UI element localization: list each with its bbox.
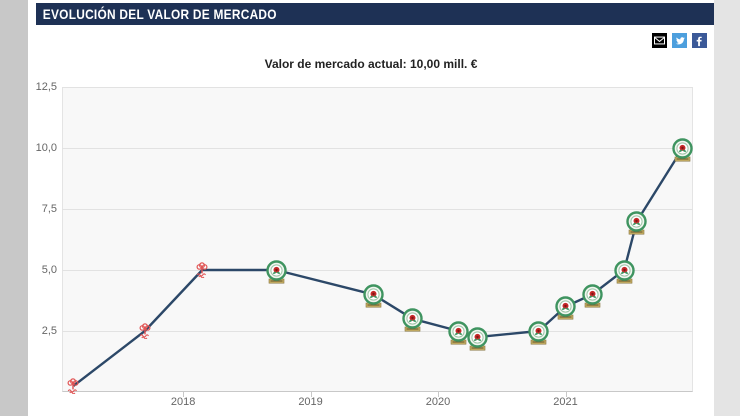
y-gridline — [62, 269, 693, 271]
blackburn-rovers-crest-icon — [362, 284, 384, 308]
data-point-blackburn-rovers[interactable] — [626, 210, 648, 235]
x-axis-tick — [310, 392, 312, 397]
data-point-nottingham-forest[interactable] — [67, 378, 79, 394]
blackburn-rovers-crest-icon — [626, 210, 648, 235]
data-point-blackburn-rovers[interactable] — [672, 137, 693, 162]
blackburn-rovers-crest-icon — [613, 259, 635, 283]
blackburn-rovers-crest-icon — [672, 137, 693, 161]
data-point-blackburn-rovers[interactable] — [555, 296, 576, 320]
share-button-email[interactable] — [652, 33, 667, 48]
blackburn-rovers-crest-icon — [582, 284, 603, 308]
nottingham-forest-crest-icon — [139, 323, 151, 339]
blackburn-rovers-crest-icon — [448, 320, 469, 344]
blackburn-rovers-crest-icon — [467, 326, 488, 351]
page-title: EVOLUCIÓN DEL VALOR DE MERCADO — [42, 6, 277, 22]
data-point-blackburn-rovers[interactable] — [402, 308, 423, 332]
data-point-blackburn-rovers[interactable] — [613, 259, 635, 284]
data-point-nottingham-forest[interactable] — [139, 323, 151, 339]
y-axis-label: 10,0 — [35, 142, 57, 154]
y-gridline — [62, 86, 693, 88]
blackburn-rovers-crest-icon — [402, 308, 423, 332]
y-axis-label: 2,5 — [41, 325, 57, 337]
share-button-twitter[interactable] — [672, 33, 687, 48]
y-gridline — [62, 330, 693, 332]
x-axis-label: 2020 — [425, 396, 451, 408]
y-gridline — [62, 147, 693, 149]
data-point-nottingham-forest[interactable] — [196, 262, 208, 278]
page-background-right — [714, 0, 740, 416]
y-axis-label: 7,5 — [41, 203, 57, 215]
data-point-blackburn-rovers[interactable] — [582, 284, 603, 308]
page-background-left — [0, 0, 28, 416]
x-axis-tick — [183, 392, 185, 397]
blackburn-rovers-crest-icon — [265, 259, 287, 283]
blackburn-rovers-crest-icon — [528, 320, 549, 344]
nottingham-forest-crest-icon — [67, 378, 79, 394]
nottingham-forest-crest-icon — [196, 262, 208, 278]
data-point-blackburn-rovers[interactable] — [265, 259, 287, 284]
x-axis-label: 2018 — [170, 396, 196, 408]
data-point-blackburn-rovers[interactable] — [528, 320, 549, 345]
y-axis-label: 12,5 — [35, 81, 57, 93]
email-icon — [652, 33, 667, 48]
section-header: EVOLUCIÓN DEL VALOR DE MERCADO — [36, 3, 714, 25]
blackburn-rovers-crest-icon — [555, 296, 576, 320]
plot-area — [62, 87, 693, 392]
x-axis-label: 2021 — [553, 396, 578, 408]
y-gridline — [62, 208, 693, 210]
y-axis-label: 5,0 — [41, 264, 57, 276]
data-point-blackburn-rovers[interactable] — [362, 284, 384, 308]
data-point-blackburn-rovers[interactable] — [467, 326, 488, 351]
facebook-icon — [692, 33, 707, 48]
share-button-facebook[interactable] — [692, 33, 707, 48]
data-point-blackburn-rovers[interactable] — [448, 320, 469, 345]
x-axis-tick — [565, 392, 567, 397]
chart-subtitle: Valor de mercado actual: 10,00 mill. € — [264, 57, 478, 71]
x-axis-tick — [438, 392, 440, 397]
twitter-icon — [672, 33, 687, 48]
x-axis-label: 2019 — [298, 396, 323, 408]
